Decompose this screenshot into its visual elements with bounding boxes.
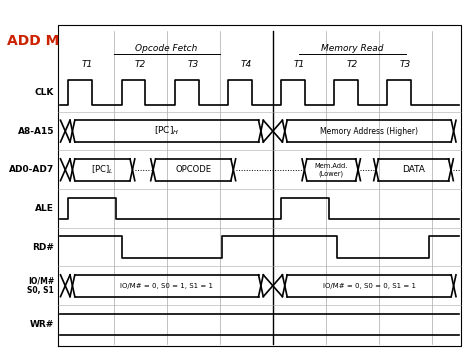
Text: Memory Address (Higher): Memory Address (Higher) bbox=[320, 127, 418, 136]
Text: T2: T2 bbox=[135, 60, 146, 69]
Text: T2: T2 bbox=[347, 60, 358, 69]
Text: T1: T1 bbox=[82, 60, 92, 69]
Text: OPCODE: OPCODE bbox=[175, 165, 211, 174]
Text: RD#: RD# bbox=[32, 242, 54, 252]
Text: T1: T1 bbox=[294, 60, 305, 69]
Text: T3: T3 bbox=[188, 60, 199, 69]
Text: IO/M#
S0, S1: IO/M# S0, S1 bbox=[27, 276, 54, 295]
Text: ALE: ALE bbox=[35, 204, 54, 213]
Text: T3: T3 bbox=[400, 60, 411, 69]
Text: CLK: CLK bbox=[35, 88, 54, 97]
Text: IO/M# = 0, S0 = 1, S1 = 1: IO/M# = 0, S0 = 1, S1 = 1 bbox=[120, 283, 213, 289]
Text: IO/M# = 0, S0 = 0, S1 = 1: IO/M# = 0, S0 = 0, S1 = 1 bbox=[323, 283, 416, 289]
Text: ADD M: ADD M bbox=[8, 34, 60, 48]
Text: Memory Read: Memory Read bbox=[321, 44, 384, 53]
Text: Opcode Fetch: Opcode Fetch bbox=[136, 44, 198, 53]
Text: T4: T4 bbox=[241, 60, 252, 69]
Text: A8-A15: A8-A15 bbox=[18, 127, 54, 136]
Text: DATA: DATA bbox=[402, 165, 425, 174]
Text: Mem.Add.
(Lower): Mem.Add. (Lower) bbox=[315, 163, 348, 176]
Text: AD0-AD7: AD0-AD7 bbox=[9, 165, 54, 174]
Text: [PC]$_H$: [PC]$_H$ bbox=[154, 125, 179, 137]
Text: [PC]$_L$: [PC]$_L$ bbox=[91, 164, 114, 176]
Text: WR#: WR# bbox=[30, 320, 54, 329]
